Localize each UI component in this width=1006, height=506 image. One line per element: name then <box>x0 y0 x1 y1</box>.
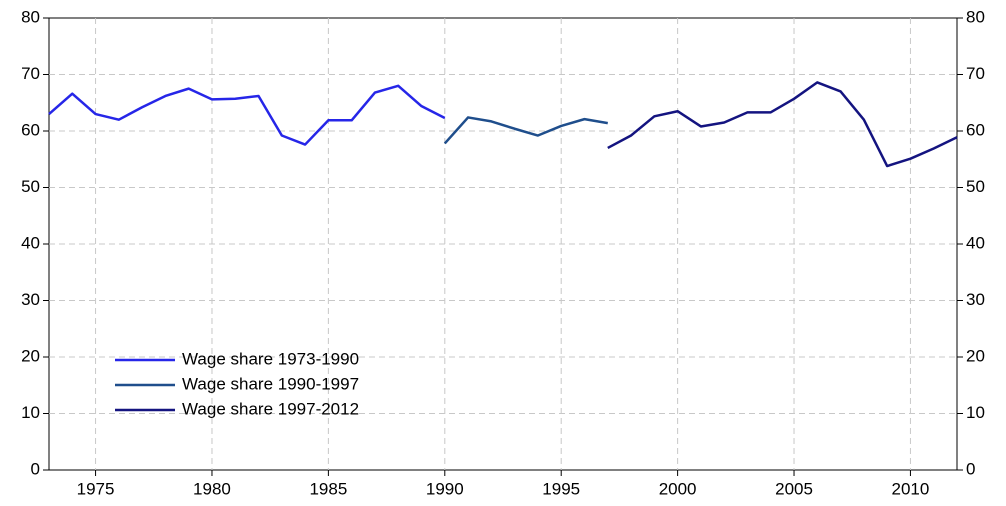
x-tick-label: 2000 <box>659 479 697 498</box>
legend-label: Wage share 1973-1990 <box>182 349 359 368</box>
y-tick-label: 50 <box>21 177 40 196</box>
legend-label: Wage share 1997-2012 <box>182 399 359 418</box>
x-tick-label: 1985 <box>309 479 347 498</box>
x-tick-label: 1975 <box>77 479 115 498</box>
y2-tick-label: 80 <box>966 7 985 26</box>
y2-tick-label: 50 <box>966 177 985 196</box>
series-line <box>607 81 958 168</box>
y-tick-label: 30 <box>21 290 40 309</box>
y-tick-label: 80 <box>21 7 40 26</box>
y2-tick-label: 40 <box>966 233 985 252</box>
x-tick-label: 1980 <box>193 479 231 498</box>
y2-tick-label: 0 <box>966 459 975 478</box>
y2-tick-label: 30 <box>966 290 985 309</box>
x-tick-label: 1990 <box>426 479 464 498</box>
x-tick-label: 2010 <box>892 479 930 498</box>
y-tick-label: 10 <box>21 403 40 422</box>
y-tick-label: 70 <box>21 64 40 83</box>
x-tick-label: 2005 <box>775 479 813 498</box>
y2-tick-label: 70 <box>966 64 985 83</box>
y-tick-label: 60 <box>21 120 40 139</box>
legend-label: Wage share 1990-1997 <box>182 374 359 393</box>
y-tick-label: 20 <box>21 346 40 365</box>
series-line <box>443 116 608 145</box>
series-line <box>48 84 446 146</box>
y-tick-label: 40 <box>21 233 40 252</box>
y2-tick-label: 10 <box>966 403 985 422</box>
y2-tick-label: 20 <box>966 346 985 365</box>
y2-tick-label: 60 <box>966 120 985 139</box>
x-tick-label: 1995 <box>542 479 580 498</box>
y-tick-label: 0 <box>31 459 40 478</box>
